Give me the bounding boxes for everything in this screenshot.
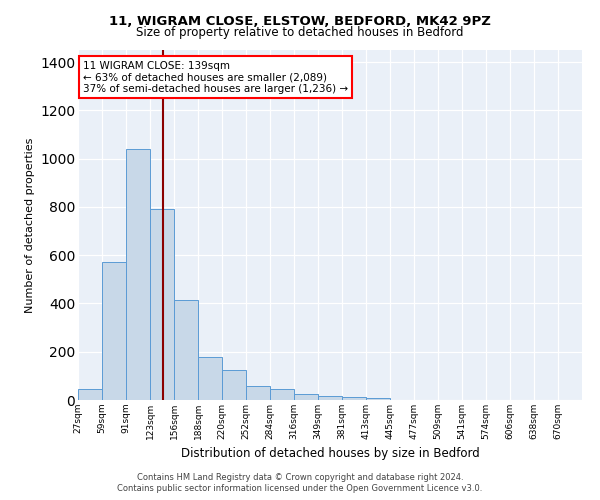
Text: Contains public sector information licensed under the Open Government Licence v3: Contains public sector information licen… (118, 484, 482, 493)
Bar (222, 370, 246, 400)
Text: Size of property relative to detached houses in Bedford: Size of property relative to detached ho… (136, 26, 464, 39)
Bar (198, 356, 222, 400)
Bar (342, 397, 366, 400)
Bar (294, 394, 318, 400)
Bar (102, 262, 126, 400)
Bar (126, 149, 150, 400)
Bar (78, 388, 102, 400)
Bar (270, 388, 294, 400)
X-axis label: Distribution of detached houses by size in Bedford: Distribution of detached houses by size … (181, 448, 479, 460)
Bar (318, 396, 342, 400)
Bar (150, 210, 174, 400)
Text: 11, WIGRAM CLOSE, ELSTOW, BEDFORD, MK42 9PZ: 11, WIGRAM CLOSE, ELSTOW, BEDFORD, MK42 … (109, 15, 491, 28)
Bar (366, 398, 390, 400)
Text: 11 WIGRAM CLOSE: 139sqm
← 63% of detached houses are smaller (2,089)
37% of semi: 11 WIGRAM CLOSE: 139sqm ← 63% of detache… (83, 60, 348, 94)
Text: Contains HM Land Registry data © Crown copyright and database right 2024.: Contains HM Land Registry data © Crown c… (137, 472, 463, 482)
Bar (246, 386, 270, 400)
Bar (174, 300, 198, 400)
Y-axis label: Number of detached properties: Number of detached properties (25, 138, 35, 312)
